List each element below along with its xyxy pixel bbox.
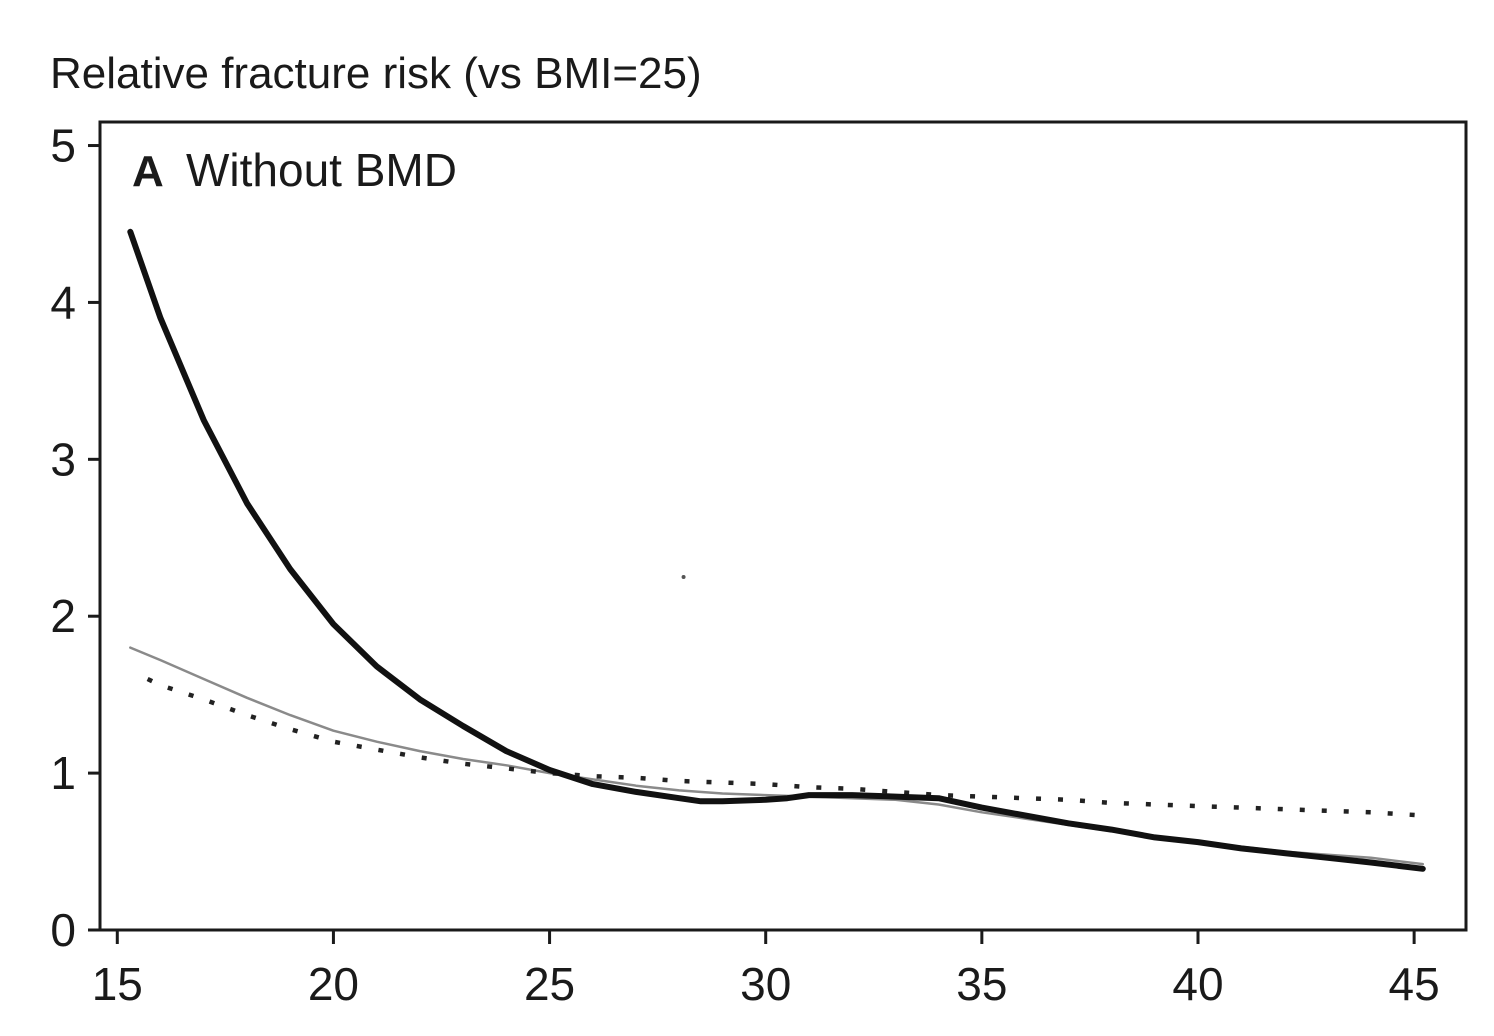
y-tick-label: 3 bbox=[50, 433, 76, 485]
y-axis: 0 1 2 3 4 5 bbox=[50, 120, 100, 956]
y-tick-label: 5 bbox=[50, 120, 76, 172]
x-tick-label: 30 bbox=[740, 958, 791, 1010]
series-line-thin-gray bbox=[129, 646, 1425, 866]
plot-frame bbox=[98, 120, 1468, 932]
panel-letter: A bbox=[132, 147, 164, 196]
y-axis-title: Relative fracture risk (vs BMI=25) bbox=[50, 49, 702, 98]
y-tick-label: 4 bbox=[50, 276, 76, 328]
x-tick-label: 45 bbox=[1389, 958, 1440, 1010]
y-tick-label: 2 bbox=[50, 590, 76, 642]
series-line-thick-black bbox=[127, 228, 1426, 872]
panel-title: Without BMD bbox=[186, 144, 457, 196]
x-tick-label: 40 bbox=[1172, 958, 1223, 1010]
x-tick-label: 25 bbox=[524, 958, 575, 1010]
series-layer bbox=[127, 228, 1426, 872]
x-axis: 15 20 25 30 35 40 45 bbox=[92, 930, 1440, 1010]
y-tick-label: 1 bbox=[50, 747, 76, 799]
x-tick-label: 35 bbox=[956, 958, 1007, 1010]
y-tick-label: 0 bbox=[50, 904, 76, 956]
stray-dot bbox=[681, 574, 686, 579]
x-tick-label: 20 bbox=[308, 958, 359, 1010]
x-tick-label: 15 bbox=[92, 958, 143, 1010]
